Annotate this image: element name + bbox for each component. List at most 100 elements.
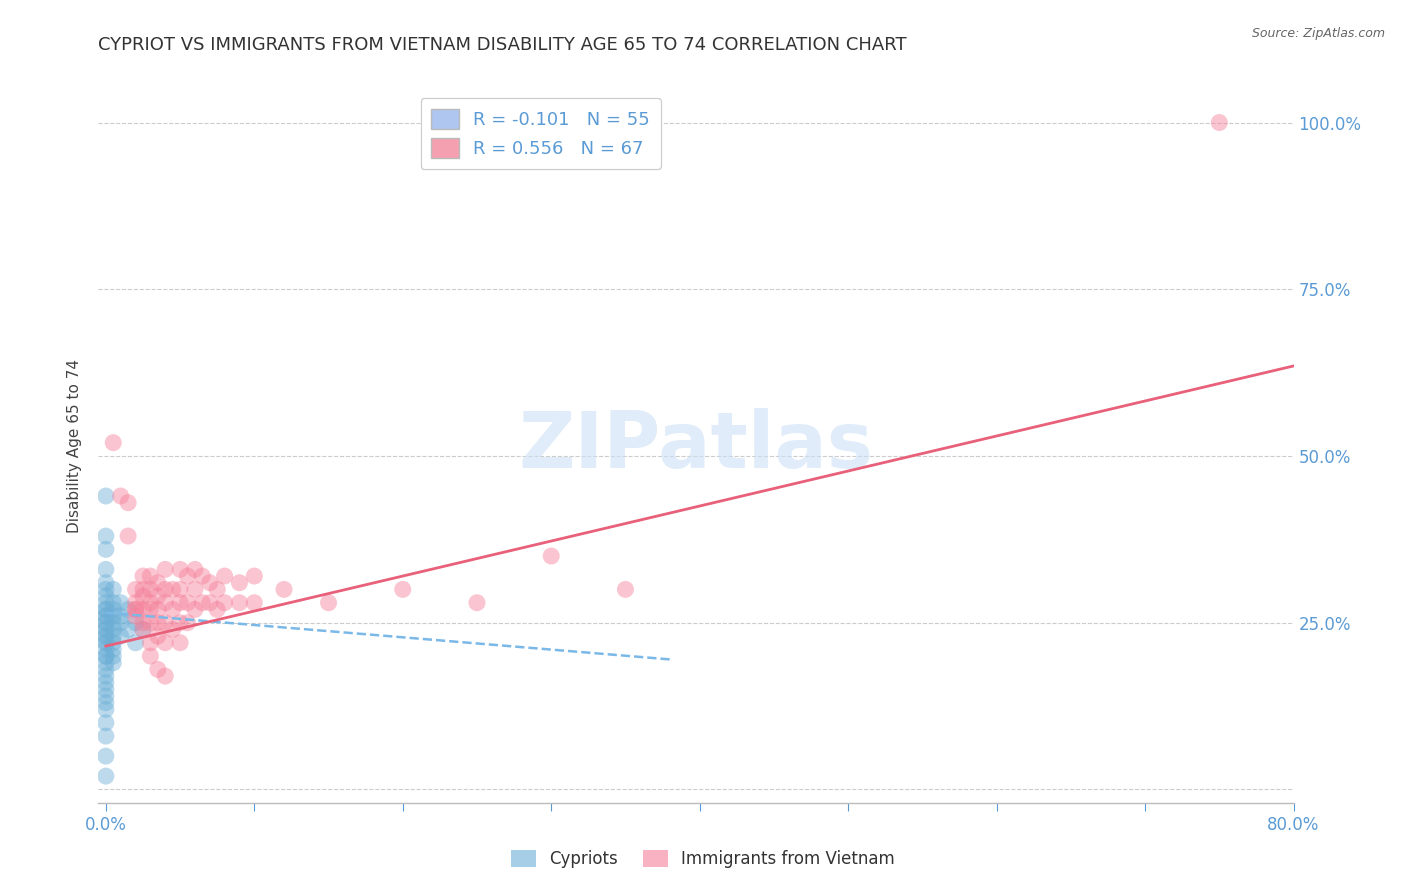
Point [110, 629, 132, 643]
Point [169, 615, 191, 630]
Point [273, 582, 295, 597]
Point [117, 529, 139, 543]
Point [103, 596, 125, 610]
Point [103, 609, 125, 624]
Point [110, 615, 132, 630]
Point [155, 669, 177, 683]
Y-axis label: Disability Age 65 to 74: Disability Age 65 to 74 [67, 359, 83, 533]
Point [94, 615, 117, 630]
Point [191, 596, 214, 610]
Point [103, 636, 125, 650]
Point [132, 602, 155, 616]
Point [169, 636, 191, 650]
Point [94, 615, 117, 630]
Point [540, 549, 562, 563]
Legend: R = -0.101   N = 55, R = 0.556   N = 67: R = -0.101 N = 55, R = 0.556 N = 67 [420, 98, 661, 169]
Point [94, 729, 117, 743]
Point [176, 569, 198, 583]
Point [318, 596, 340, 610]
Point [132, 582, 155, 597]
Point [94, 542, 117, 557]
Point [94, 623, 117, 637]
Point [198, 596, 221, 610]
Point [94, 609, 117, 624]
Point [124, 636, 146, 650]
Point [169, 596, 191, 610]
Point [103, 623, 125, 637]
Point [124, 596, 146, 610]
Point [228, 596, 250, 610]
Point [94, 669, 117, 683]
Point [198, 575, 221, 590]
Text: Source: ZipAtlas.com: Source: ZipAtlas.com [1251, 27, 1385, 40]
Point [146, 589, 169, 603]
Point [103, 615, 125, 630]
Point [124, 609, 146, 624]
Point [214, 596, 236, 610]
Point [94, 629, 117, 643]
Point [94, 562, 117, 576]
Point [103, 602, 125, 616]
Point [94, 696, 117, 710]
Point [146, 615, 169, 630]
Point [184, 582, 207, 597]
Point [132, 623, 155, 637]
Point [132, 589, 155, 603]
Point [94, 582, 117, 597]
Point [94, 702, 117, 716]
Point [94, 649, 117, 664]
Point [103, 435, 125, 450]
Point [1208, 115, 1230, 129]
Point [139, 602, 162, 616]
Point [94, 629, 117, 643]
Point [94, 609, 117, 624]
Point [139, 569, 162, 583]
Point [94, 649, 117, 664]
Point [124, 602, 146, 616]
Point [162, 582, 184, 597]
Point [228, 575, 250, 590]
Point [94, 682, 117, 697]
Point [132, 569, 155, 583]
Point [243, 569, 266, 583]
Point [205, 602, 228, 616]
Point [139, 582, 162, 597]
Point [139, 615, 162, 630]
Point [465, 596, 488, 610]
Point [243, 596, 266, 610]
Point [162, 623, 184, 637]
Point [155, 596, 177, 610]
Point [94, 749, 117, 764]
Point [146, 629, 169, 643]
Point [103, 656, 125, 670]
Point [94, 636, 117, 650]
Point [103, 582, 125, 597]
Point [162, 602, 184, 616]
Point [146, 602, 169, 616]
Point [94, 675, 117, 690]
Point [94, 575, 117, 590]
Point [117, 602, 139, 616]
Point [94, 769, 117, 783]
Point [614, 582, 637, 597]
Point [169, 582, 191, 597]
Point [94, 656, 117, 670]
Point [94, 636, 117, 650]
Point [139, 596, 162, 610]
Point [117, 496, 139, 510]
Point [94, 689, 117, 703]
Point [132, 623, 155, 637]
Point [94, 662, 117, 676]
Point [103, 629, 125, 643]
Legend: Cypriots, Immigrants from Vietnam: Cypriots, Immigrants from Vietnam [505, 843, 901, 875]
Point [139, 636, 162, 650]
Point [132, 615, 155, 630]
Point [176, 596, 198, 610]
Text: ZIPatlas: ZIPatlas [519, 408, 873, 484]
Point [155, 582, 177, 597]
Point [391, 582, 413, 597]
Point [155, 615, 177, 630]
Point [110, 489, 132, 503]
Point [103, 649, 125, 664]
Point [94, 589, 117, 603]
